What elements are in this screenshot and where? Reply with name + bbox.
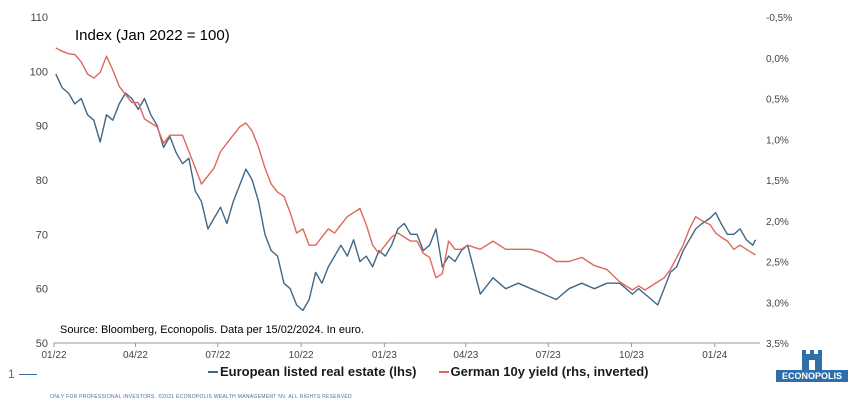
right-axis: -0,5% 0,0% 0,5% 1,0% 1,5% 2,0% 2,5% 3,0% 3,5% [766,13,792,350]
x-axis: 01/22 04/22 07/22 10/22 01/23 04/23 07/23 10/23… [41,343,728,360]
series-line-bund-yield [55,47,756,291]
y-left-tick-label: 100 [30,66,48,78]
series-layer [55,47,757,312]
x-tick-label: 07/22 [205,350,230,360]
y-right-tick-label: 1,5% [766,176,789,187]
x-tick-label: 10/23 [619,350,644,360]
slide-number: 1 [8,367,15,381]
x-tick-label: 07/23 [536,350,561,360]
x-tick-label: 04/23 [453,350,478,360]
y-right-tick-label: 0,5% [766,95,789,106]
legend-item-bund-yield: German 10y yield (rhs, inverted) [438,364,649,379]
y-left-tick-label: 60 [36,284,48,296]
y-left-tick-label: 50 [36,338,48,350]
chart-title: Index (Jan 2022 = 100) [75,27,230,44]
slide-number-rule [19,374,37,375]
x-tick-label: 10/22 [289,350,314,360]
y-left-tick-label: 110 [30,12,48,24]
y-left-tick-label: 80 [36,175,48,187]
legend-swatch-bund-yield [438,370,449,373]
y-right-tick-label: 3,5% [766,339,789,350]
x-tick-label: 01/23 [372,350,397,360]
x-tick-label: 01/22 [41,350,66,360]
logo-text: ECONOPOLIS [776,370,848,382]
disclaimer: ONLY FOR PROFESSIONAL INVESTORS. ©2021 E… [50,394,352,400]
legend-item-real-estate: European listed real estate (lhs) [208,364,417,379]
legend-label-bund-yield: German 10y yield (rhs, inverted) [450,364,649,379]
source-note: Source: Bloomberg, Econopolis. Data per … [60,324,364,336]
econopolis-logo: ECONOPOLIS [774,348,850,382]
tower-icon [802,350,822,370]
series-line-real-estate [55,73,757,312]
y-right-tick-label: 1,0% [766,135,789,146]
legend-swatch-real-estate [208,370,218,373]
y-right-tick-label: 0,0% [766,54,789,65]
line-chart: Index (Jan 2022 = 100) Source: Bloomberg… [30,12,793,360]
left-axis: 50 60 70 80 90 100 110 [30,12,48,350]
y-right-tick-label: 2,0% [766,217,789,228]
legend: European listed real estate (lhs) German… [208,364,648,379]
x-tick-label: 04/22 [123,350,148,360]
y-right-tick-label: -0,5% [766,13,792,24]
y-right-tick-label: 2,5% [766,258,789,269]
y-left-tick-label: 70 [36,229,48,241]
y-left-tick-label: 90 [36,121,48,133]
x-tick-label: 01/24 [702,350,727,360]
legend-label-real-estate: European listed real estate (lhs) [220,364,417,379]
y-right-tick-label: 3,0% [766,298,789,309]
